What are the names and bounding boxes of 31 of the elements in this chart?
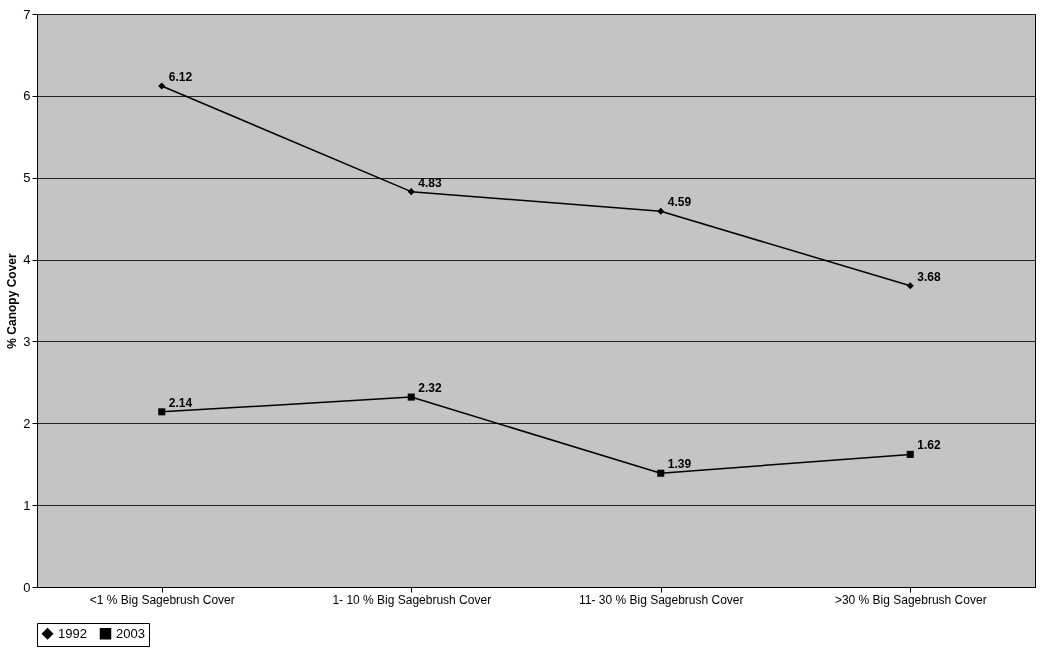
data-label: 6.12 [168,70,193,85]
point [906,282,914,290]
y-tick-label: 6 [23,88,31,104]
legend-label: 1992 [58,625,87,641]
y-tick-label: 2 [23,415,31,431]
point [407,393,415,401]
point [906,450,914,458]
y-tick-label: 4 [23,252,31,268]
point [657,207,665,215]
data-label: 3.68 [917,269,941,284]
x-tick-label: >30 % Big Sagebrush Cover [834,592,987,607]
x-tick-label: <1 % Big Sagebrush Cover [89,592,235,607]
point [407,188,415,196]
data-label: 4.59 [667,195,692,210]
data-label: 2.32 [418,381,442,396]
y-tick-label: 5 [23,170,31,186]
y-tick-label: 0 [23,579,31,595]
point [158,408,166,416]
y-tick-label: 7 [23,6,31,22]
x-tick-label: 11- 30 % Big Sagebrush Cover [578,592,744,607]
y-tick-label: 3 [23,333,31,349]
y-tick-label: 1 [23,497,31,513]
data-label: 1.39 [667,457,692,472]
point [657,469,665,477]
legend-label: 2003 [116,625,145,641]
point [158,82,166,90]
data-label: 2.14 [168,395,193,410]
data-label: 1.62 [917,438,941,453]
x-tick-label: 1- 10 % Big Sagebrush Cover [332,592,492,607]
data-label: 4.83 [418,175,442,190]
y-axis-title: % Canopy Cover [5,252,20,349]
